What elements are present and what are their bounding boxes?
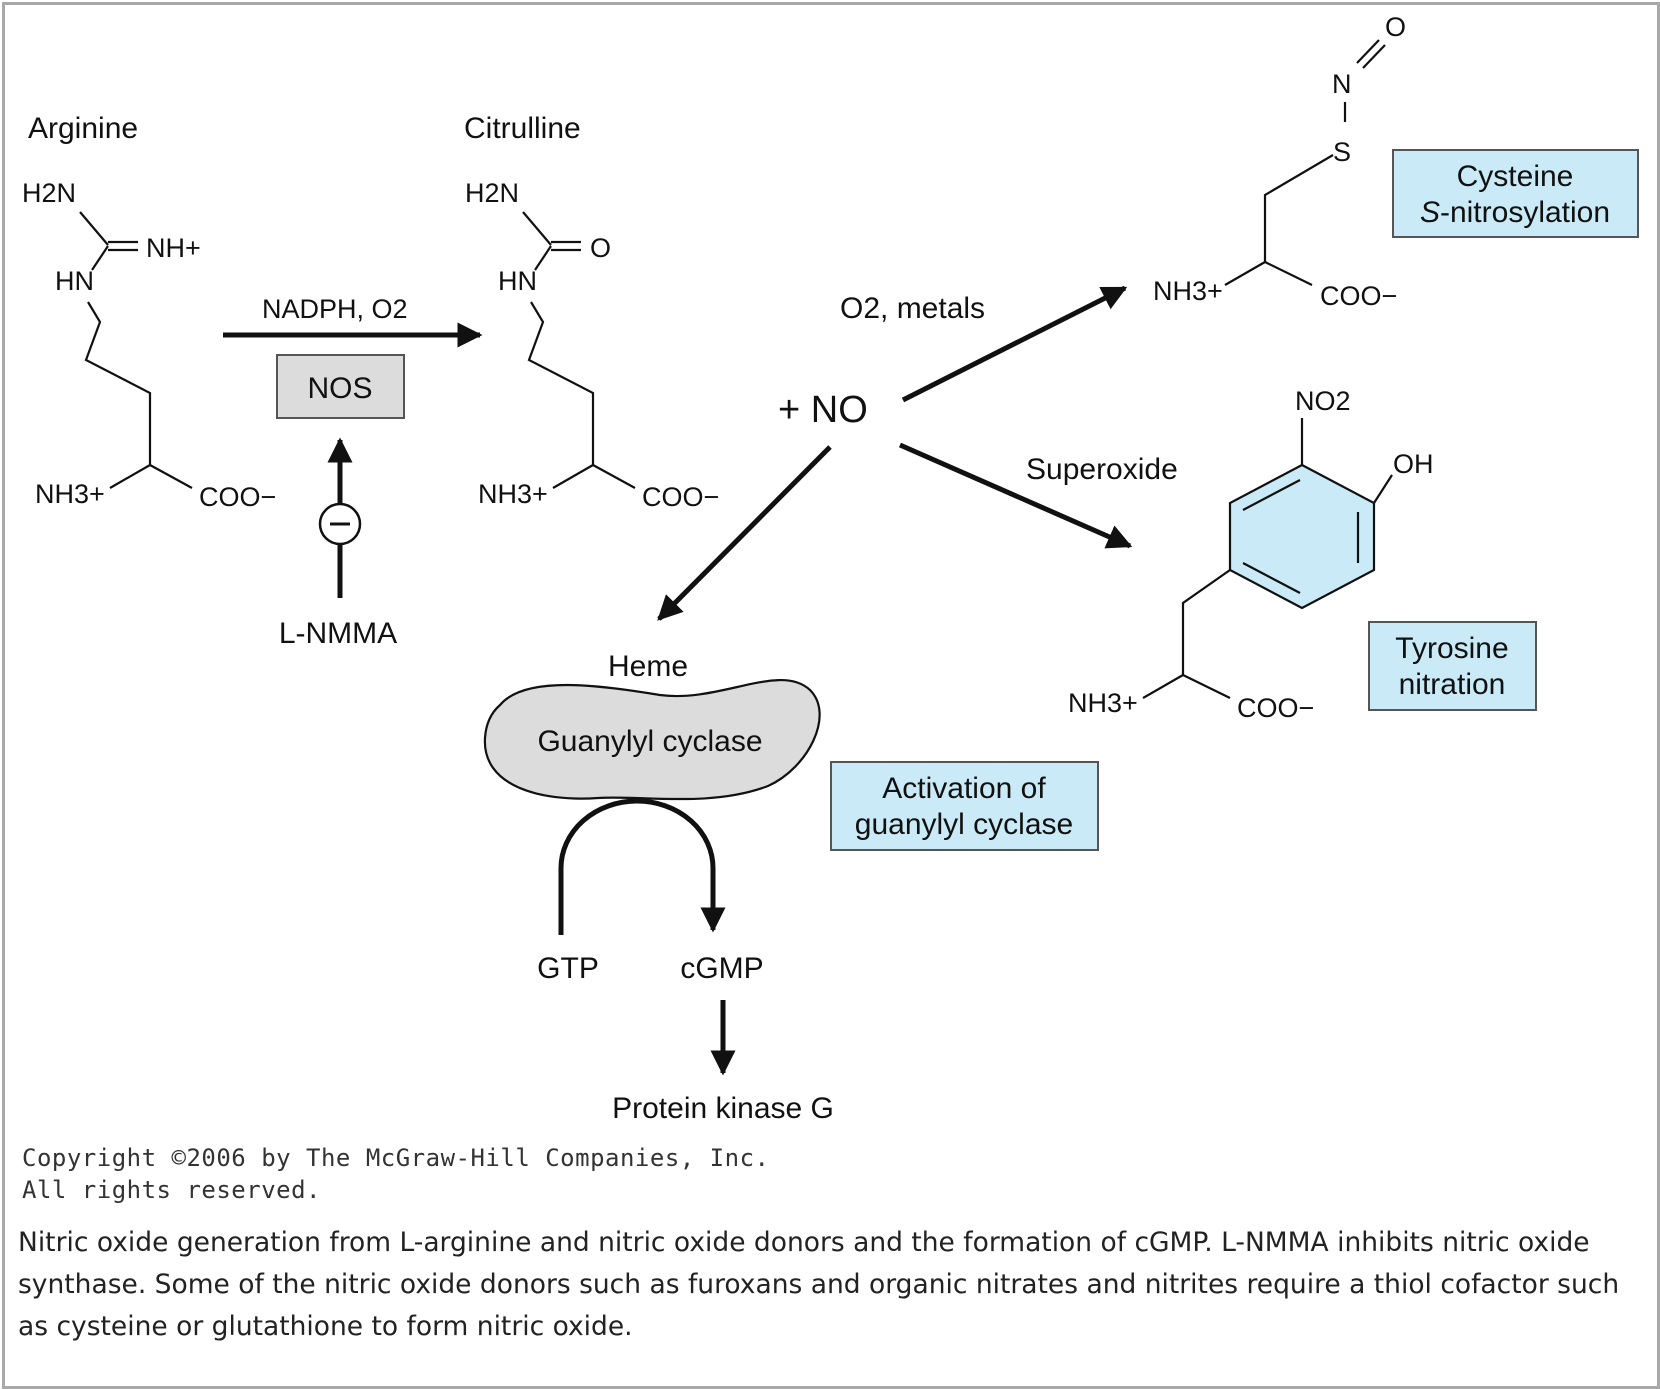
cysteine-bonds — [1224, 39, 1386, 286]
citrulline-structure: Citrulline H2N O HN NH3+ COO− — [464, 112, 719, 512]
arrow-to-cysteine — [901, 285, 1128, 403]
activation-box — [830, 761, 1099, 851]
nos-reaction: NADPH, O2 NOS L-NMMA — [223, 294, 483, 650]
copyright-line1: Copyright ©2006 by The McGraw-Hill Compa… — [22, 1144, 770, 1172]
cysteine-box-nitrosylation: -nitrosylation — [1440, 196, 1610, 229]
tyrosine-oh-label: OH — [1393, 449, 1434, 479]
guanylyl-cyclase-label: Guanylyl cyclase — [537, 725, 762, 758]
arginine-h2n-label: H2N — [22, 178, 76, 208]
copyright-line2: All rights reserved. — [22, 1176, 321, 1204]
cysteine-box-line1: Cysteine — [1457, 160, 1574, 193]
cysteine-structure: O N S NH3+ COO− — [1153, 12, 1406, 311]
tyrosine-box-line1: Tyrosine — [1395, 632, 1508, 665]
inhibitor-label: L-NMMA — [279, 617, 397, 650]
activation-box-line2: guanylyl cyclase — [855, 808, 1073, 841]
cgmp-label: cGMP — [680, 952, 763, 985]
metals-label: O2, metals — [840, 292, 985, 325]
guanylyl-cyclase-shape — [483, 679, 821, 801]
arginine-nh-plus-label: NH+ — [146, 233, 201, 263]
citrulline-h2n-label: H2N — [465, 178, 519, 208]
cysteine-n-label: N — [1332, 69, 1352, 99]
cysteine-o-label: O — [1385, 12, 1406, 42]
arginine-nh3-label: NH3+ — [35, 479, 105, 509]
tyrosine-structure: NO2 OH NH3+ COO− — [1068, 386, 1434, 723]
figure-caption: Nitric oxide generation from L-arginine … — [18, 1227, 1620, 1342]
citrulline-o-label: O — [590, 233, 611, 263]
cysteine-s-label: S — [1333, 137, 1351, 167]
activation-box-line1: Activation of — [882, 772, 1046, 805]
arginine-structure: Arginine H2N NH+ HN NH3+ COO− — [22, 112, 276, 512]
tyrosine-nh3-label: NH3+ — [1068, 688, 1138, 718]
tyrosine-benzene-ring — [1228, 463, 1376, 610]
tyrosine-no2-label: NO2 — [1295, 386, 1351, 416]
nitric-oxide-pathway-diagram: Arginine H2N NH+ HN NH3+ COO− NADPH, O2 … — [22, 12, 1639, 1125]
citrulline-bonds — [522, 211, 636, 489]
cysteine-box-italic-s: S — [1420, 196, 1440, 229]
tyrosine-nitration-box — [1368, 621, 1537, 711]
citrulline-coo-label: COO− — [642, 482, 719, 512]
cysteine-box-line2: S-nitrosylation — [1420, 196, 1610, 229]
nitric-oxide-label: + NO — [778, 389, 868, 431]
gtp-to-cgmp-curved-arrow — [558, 798, 726, 935]
arginine-title: Arginine — [28, 112, 138, 145]
arginine-hn-label: HN — [55, 266, 94, 296]
protein-kinase-g-label: Protein kinase G — [612, 1092, 834, 1125]
copyright-notice: Copyright ©2006 by The McGraw-Hill Compa… — [22, 1142, 769, 1206]
tyrosine-coo-label: COO− — [1237, 693, 1314, 723]
gtp-label: GTP — [537, 952, 599, 985]
nos-label: NOS — [307, 372, 372, 405]
tyrosine-box-line2: nitration — [1399, 668, 1506, 701]
citrulline-hn-label: HN — [498, 266, 537, 296]
citrulline-title: Citrulline — [464, 112, 581, 145]
heme-label: Heme — [608, 650, 688, 683]
superoxide-label: Superoxide — [1026, 453, 1178, 486]
arginine-bonds — [79, 211, 193, 489]
cofactors-label: NADPH, O2 — [262, 294, 408, 324]
cysteine-coo-label: COO− — [1320, 281, 1397, 311]
nos-box — [276, 354, 405, 419]
cysteine-nh3-label: NH3+ — [1153, 276, 1223, 306]
tyrosine-ring-double-bonds — [1242, 479, 1360, 594]
cysteine-s-nitrosylation-box — [1392, 149, 1639, 238]
citrulline-nh3-label: NH3+ — [478, 479, 548, 509]
tyrosine-bonds — [1142, 418, 1393, 699]
arrow-to-tyrosine — [898, 442, 1133, 549]
arginine-coo-label: COO− — [199, 482, 276, 512]
arrow-to-heme — [657, 445, 832, 621]
